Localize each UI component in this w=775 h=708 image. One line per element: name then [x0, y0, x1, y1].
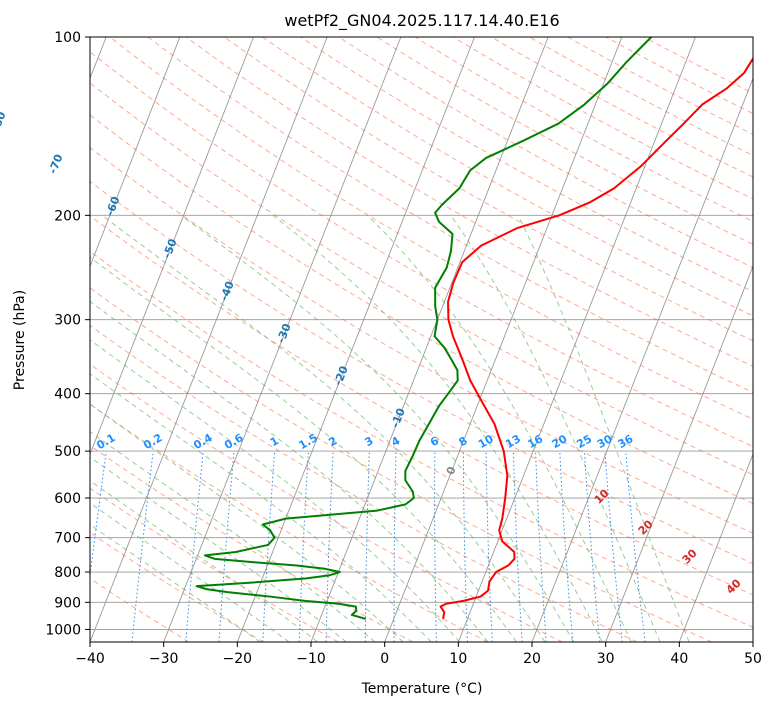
y-tick-label: 900: [54, 595, 81, 611]
y-tick-label: 300: [54, 313, 81, 329]
moist-adiabat: [101, 214, 546, 642]
x-tick-label: −20: [223, 651, 253, 667]
moist-adiabat: [90, 403, 404, 642]
x-tick-label: −30: [149, 651, 179, 667]
dewpoint-line: [195, 37, 653, 620]
dry-adiabat: [90, 363, 563, 642]
isotherm: [90, 37, 328, 642]
x-tick-label: 0: [380, 651, 389, 667]
isotherm: [90, 37, 181, 268]
dry-adiabat: [90, 147, 753, 534]
dry-adiabat: [452, 37, 753, 200]
isotherm: [90, 37, 254, 456]
y-tick-label: 500: [54, 444, 81, 460]
dry-adiabat: [338, 37, 753, 269]
x-axis-title: Temperature (°C): [361, 681, 483, 697]
x-tick-label: 10: [449, 651, 467, 667]
y-axis-title: Pressure (hPa): [12, 290, 28, 390]
isotherm: [605, 264, 753, 642]
dry-adiabat: [90, 215, 753, 596]
dry-adiabat: [90, 531, 264, 642]
moist-adiabat: [90, 256, 517, 642]
isotherm: [163, 37, 402, 642]
mixing-ratio-line: [625, 451, 646, 642]
x-tick-label: −10: [296, 651, 326, 667]
dry-adiabat: [90, 250, 753, 628]
dry-adiabat: [90, 82, 753, 476]
isotherm-label: -70: [46, 152, 65, 176]
x-tick-label: 20: [523, 651, 541, 667]
isotherm: [678, 452, 753, 642]
x-tick-label: 30: [597, 651, 615, 667]
mixing-ratio-line: [185, 451, 204, 642]
dry-adiabat: [90, 180, 753, 565]
axis-ticks: −40 −30 −20 −10 0 10 20 30 40 50 100 200 300 400 500 60…: [45, 30, 762, 667]
chart-title: wetPf2_GN04.2025.117.14.40.E16: [284, 11, 559, 31]
dry-adiabat: [300, 37, 753, 293]
plot-frame: [89, 36, 754, 643]
isotherm: [236, 37, 475, 642]
profile-lines: [195, 37, 753, 620]
dry-adiabat: [185, 37, 753, 367]
mixing-ratio-line: [583, 451, 601, 642]
moist-adiabat: [517, 215, 690, 642]
dry-adiabat: [529, 37, 753, 157]
dry-adiabat: [414, 37, 753, 222]
temperature-line: [439, 56, 753, 620]
moist-adiabat: [367, 214, 632, 642]
y-tick-label: 600: [54, 491, 81, 507]
plot-background: [90, 37, 753, 642]
y-tick-label: 200: [54, 208, 81, 224]
moist-adiabat: [90, 431, 376, 642]
x-tick-label: −40: [75, 651, 105, 667]
y-tick-label: 400: [54, 387, 81, 403]
y-tick-label: 800: [54, 565, 81, 581]
x-tick-label: 40: [670, 651, 688, 667]
dry-adiabat: [147, 37, 753, 393]
isotherm: [531, 77, 753, 642]
moist-adiabat: [181, 214, 575, 642]
moist-adiabat: [90, 339, 461, 642]
isotherm: [457, 37, 696, 642]
y-tick-label: 700: [54, 531, 81, 547]
moist-adiabat: [90, 502, 290, 642]
dry-adiabat: [223, 37, 753, 342]
mixing-ratio-line: [604, 451, 623, 642]
isotherm: [752, 640, 753, 642]
background-lines: [90, 37, 753, 642]
isotherm: [384, 37, 623, 642]
y-tick-label: 1000: [45, 622, 81, 638]
moist-adiabat: [90, 523, 261, 642]
isotherm-label: -80: [0, 110, 9, 134]
moist-adiabat: [450, 215, 661, 642]
mixing-ratio-line: [90, 451, 107, 580]
isotherm: [310, 37, 549, 642]
y-tick-label: 100: [54, 30, 81, 46]
moist-adiabat: [90, 456, 347, 642]
mixing-ratio-line: [218, 451, 235, 642]
x-tick-label: 50: [744, 651, 762, 667]
